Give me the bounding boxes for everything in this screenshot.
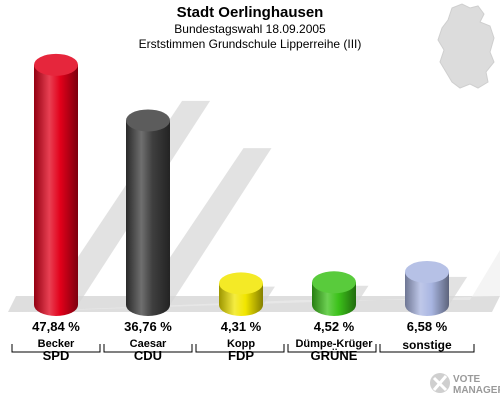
- logo-text-vote: VOTE: [453, 374, 481, 385]
- bar-fdp: [219, 272, 263, 316]
- party-label-cdu: CDU: [134, 348, 162, 363]
- logo-text-manager: MANAGER: [453, 385, 500, 396]
- value-label-fdp: 4,31 %: [221, 319, 262, 334]
- chart-title: Stadt Oerlinghausen: [177, 4, 324, 21]
- bar-shadows: [46, 100, 468, 305]
- chart-subtitle-2: Erststimmen Grundschule Lipperreihe (III…: [139, 37, 362, 51]
- party-label-gr-ne: GRÜNE: [311, 348, 358, 363]
- candidate-label-gr-ne: Dümpe-Krüger: [295, 338, 373, 350]
- bar-spd: [34, 53, 78, 316]
- value-labels: 47,84 % 36,76 % 4,31 % 4,52 % 6,58 %: [32, 319, 448, 334]
- candidate-label-spd: Becker: [38, 338, 75, 350]
- value-label-spd: 47,84 %: [32, 319, 80, 334]
- bar-shadow-cdu: [138, 148, 272, 305]
- category-brackets: [11, 344, 475, 353]
- bar-top-fdp: [219, 272, 263, 295]
- bars-group: [34, 53, 449, 316]
- bar-top-spd: [34, 53, 78, 76]
- value-label-gr-ne: 4,52 %: [314, 319, 355, 334]
- germany-map-icon: [437, 3, 495, 89]
- value-label-cdu: 36,76 %: [124, 319, 172, 334]
- chart-subtitle: Bundestagswahl 18.09.2005: [174, 22, 326, 36]
- candidate-label-fdp: Kopp: [227, 338, 255, 350]
- vote-manager-logo: VOTE MANAGER: [430, 373, 500, 396]
- party-label-sonstige: sonstige: [402, 338, 452, 352]
- party-label-spd: SPD: [43, 348, 70, 363]
- bar-gr-ne: [312, 271, 356, 316]
- bar-cdu: [126, 109, 170, 316]
- bar-body-sonstige: [405, 271, 449, 316]
- bar-top-sonstige: [405, 260, 449, 283]
- candidate-label-cdu: Caesar: [130, 338, 167, 350]
- value-label-sonstige: 6,58 %: [407, 319, 448, 334]
- bar-body-cdu: [126, 120, 170, 316]
- party-label-fdp: FDP: [228, 348, 254, 363]
- bar-top-cdu: [126, 109, 170, 132]
- bar-body-spd: [34, 64, 78, 316]
- bar-sonstige: [405, 260, 449, 316]
- logo-check-mark: [432, 375, 448, 392]
- bar-top-gr-ne: [312, 271, 356, 294]
